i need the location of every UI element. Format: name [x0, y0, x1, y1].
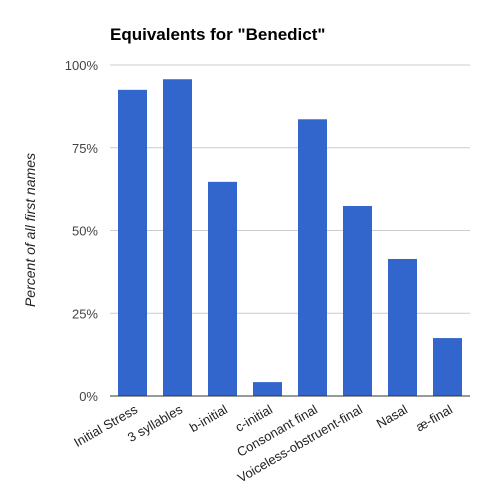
- bar[interactable]: [433, 338, 462, 396]
- bar[interactable]: [298, 119, 327, 396]
- y-tick-label: 50%: [72, 224, 98, 239]
- y-tick-label: 75%: [72, 141, 98, 156]
- y-axis-ticks: 0% 25% 50% 75% 100%: [65, 58, 99, 404]
- y-tick-label: 0%: [79, 389, 98, 404]
- x-tick-label: æ-final: [413, 402, 455, 435]
- bars: [118, 79, 462, 396]
- bar[interactable]: [343, 206, 372, 396]
- bar[interactable]: [208, 181, 237, 396]
- y-tick-label: 25%: [72, 306, 98, 321]
- chart-title: Equivalents for "Benedict": [110, 25, 325, 44]
- bar[interactable]: [253, 382, 282, 396]
- y-axis-label: Percent of all first names: [22, 153, 38, 307]
- x-tick-label: b-initial: [187, 402, 230, 436]
- bar[interactable]: [118, 89, 147, 396]
- x-tick-label: Nasal: [374, 402, 410, 432]
- bar[interactable]: [388, 258, 417, 396]
- bar[interactable]: [163, 79, 192, 396]
- y-tick-label: 100%: [65, 58, 99, 73]
